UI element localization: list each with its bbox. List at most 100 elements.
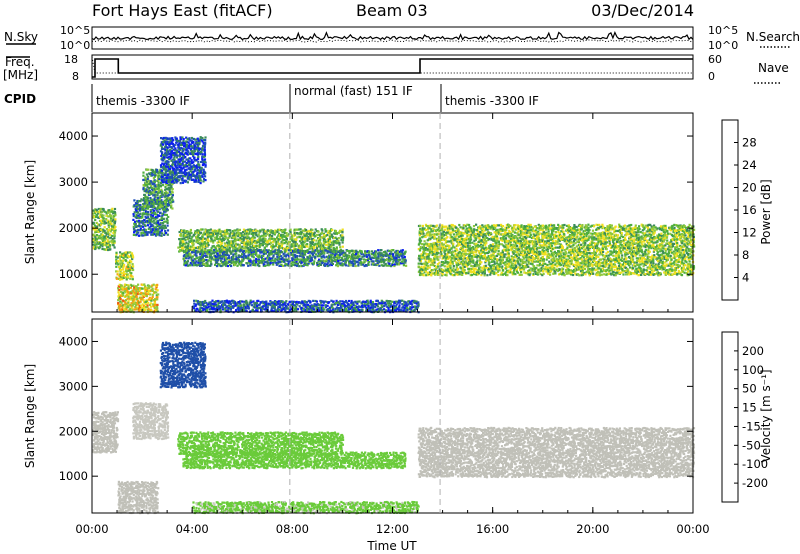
scatter-cell (429, 258, 432, 261)
scatter-cell (145, 286, 148, 290)
scatter-cell (143, 202, 146, 205)
scatter-cell (136, 201, 139, 204)
scatter-cell (93, 215, 96, 218)
scatter-cell (151, 174, 154, 177)
scatter-cell (273, 250, 276, 253)
scatter-cell (428, 266, 431, 269)
scatter-cell (187, 160, 190, 163)
scatter-cell (401, 260, 404, 263)
scatter-cell (137, 207, 140, 210)
scatter-cell (189, 166, 192, 170)
scatter-cell (372, 305, 375, 308)
scatter-cell (182, 241, 185, 244)
scatter-cell (296, 264, 299, 267)
scatter-cell (187, 247, 190, 250)
scatter-cell (226, 246, 229, 249)
scatter-cell (174, 136, 177, 139)
scatter-cell (234, 229, 237, 232)
scatter-cell (115, 277, 118, 280)
scatter-cell (144, 179, 147, 182)
scatter-cell (170, 184, 173, 187)
scatter-cell (142, 178, 145, 182)
scatter-cell (272, 231, 275, 234)
scatter-cell (199, 244, 202, 247)
scatter-cell (163, 191, 166, 194)
scatter-cell (151, 211, 155, 214)
scatter-cell (121, 276, 124, 279)
scatter-cell (207, 259, 210, 262)
scatter-cell (340, 256, 343, 259)
scatter-cell (141, 308, 145, 311)
scatter-cell (143, 185, 146, 188)
scatter-cell (230, 252, 233, 255)
scatter-cell (398, 304, 401, 307)
scatter-cell (150, 192, 153, 196)
scatter-cell (186, 246, 189, 249)
scatter-cell (104, 237, 107, 240)
scatter-cell (122, 291, 125, 294)
scatter-cell (185, 136, 188, 139)
scatter-cell (163, 199, 166, 202)
scatter-cell (94, 218, 97, 221)
scatter-cell (92, 240, 95, 243)
scatter-cell (164, 226, 168, 229)
scatter-cell (182, 235, 185, 238)
scatter-cell (194, 145, 197, 148)
scatter-cell (281, 242, 284, 245)
scatter-cell (188, 147, 191, 150)
scatter-cell (264, 234, 267, 238)
noise-left-tick-bottom: 10^0 (60, 39, 90, 52)
scatter-cell (419, 224, 422, 227)
scatter-cell (142, 304, 146, 307)
scatter-cell (178, 160, 181, 163)
scatter-cell (216, 234, 219, 237)
scatter-cell (124, 299, 127, 302)
scatter-cell (201, 247, 204, 250)
scatter-cell (114, 218, 117, 221)
scatter-cell (126, 251, 130, 254)
scatter-cell (145, 230, 148, 234)
scatter-cell (131, 304, 134, 307)
scatter-cell (195, 166, 199, 169)
scatter-cell (186, 238, 189, 241)
noise-panel: N.Sky 10^5 10^0 10^5 10^0 N.Search (4, 24, 800, 52)
scatter-cell (317, 230, 320, 233)
scatter-cell (169, 139, 172, 142)
scatter-cell (278, 242, 281, 245)
scatter-cell (139, 200, 142, 203)
scatter-cell (179, 163, 182, 166)
scatter-cell (165, 165, 168, 168)
scatter-cell (180, 169, 183, 172)
scatter-cell (181, 143, 184, 146)
scatter-cell (181, 167, 184, 170)
scatter-cell (151, 191, 154, 194)
scatter-cell (332, 243, 335, 246)
scatter-cell (162, 179, 165, 182)
scatter-cell (145, 168, 148, 171)
scatter-cell (192, 137, 195, 141)
scatter-cell (165, 209, 168, 212)
scatter-cell (97, 223, 100, 226)
scatter-cell (112, 218, 115, 221)
scatter-cell (109, 248, 112, 251)
scatter-cell (107, 219, 110, 222)
scatter-cell (111, 220, 114, 223)
scatter-cell (178, 140, 181, 143)
scatter-cell (221, 300, 224, 303)
scatter-cell (205, 309, 209, 312)
scatter-cell (179, 174, 182, 177)
scatter-cell (101, 211, 104, 214)
scatter-cell (176, 164, 179, 167)
scatter-cell (156, 307, 159, 310)
scatter-cell (170, 181, 173, 184)
scatter-cell (197, 166, 200, 169)
scatter-cell (141, 216, 144, 219)
scatter-cell (223, 242, 226, 245)
scatter-cell (337, 259, 340, 263)
scatter-cell (153, 233, 156, 236)
scatter-cell (171, 179, 174, 182)
scatter-cell (261, 307, 264, 310)
scatter-cell (135, 207, 138, 210)
scatter-cell (189, 173, 192, 176)
scatter-cell (182, 175, 185, 178)
